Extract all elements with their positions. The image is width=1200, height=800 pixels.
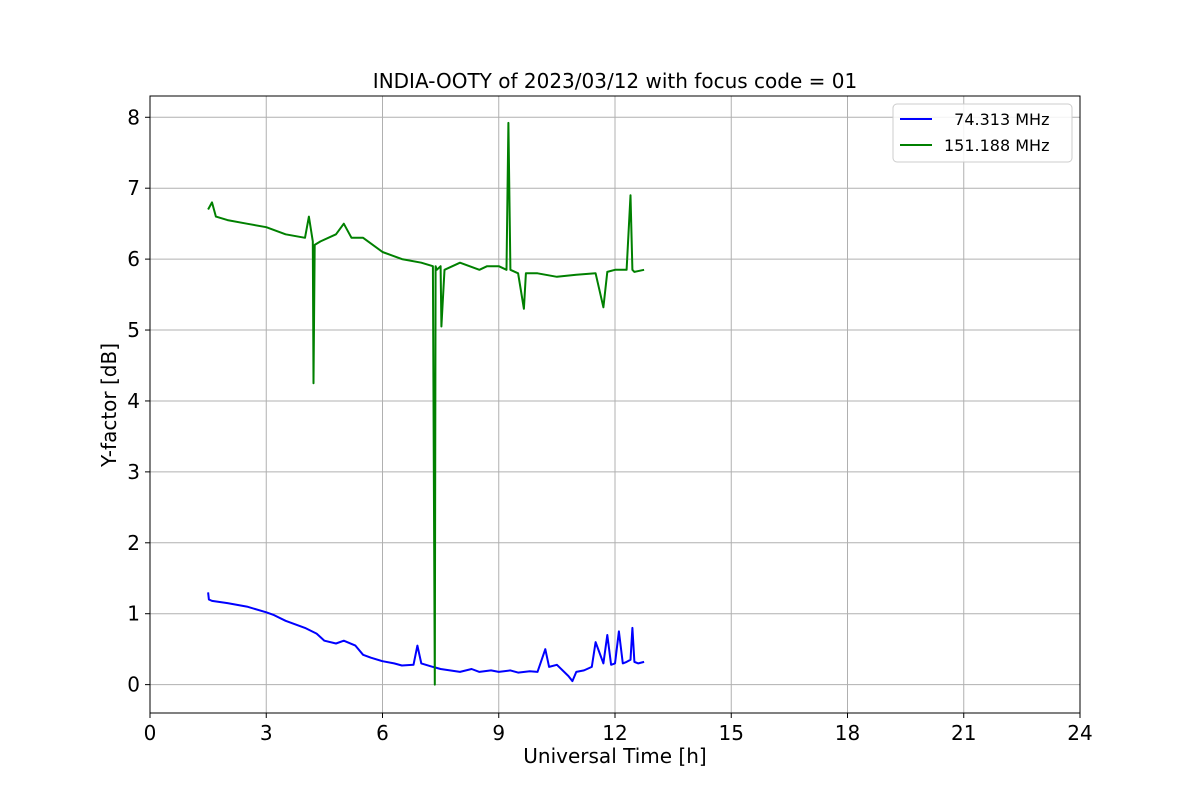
y-tick-label: 7 [127, 176, 140, 200]
x-axis-ticks: 0 3 6 9 12 15 18 21 24 [144, 713, 1093, 745]
x-tick-label: 3 [260, 721, 273, 745]
x-tick-label: 9 [492, 721, 505, 745]
x-tick-label: 0 [144, 721, 157, 745]
legend-label-151mhz: 151.188 MHz [944, 136, 1049, 155]
legend: 74.313 MHz 151.188 MHz [892, 103, 1073, 163]
x-axis-label: Universal Time [h] [523, 744, 706, 768]
series-line-1 [207, 121, 645, 686]
x-tick-label: 6 [376, 721, 389, 745]
x-tick-label: 18 [835, 721, 860, 745]
series-line-0 [207, 592, 645, 683]
y-axis-ticks: 0 1 2 3 4 5 6 7 8 [127, 105, 150, 697]
x-tick-label: 21 [951, 721, 976, 745]
y-tick-label: 2 [127, 531, 140, 555]
grid [149, 96, 1081, 713]
y-tick-label: 6 [127, 247, 140, 271]
series-layer [207, 121, 645, 686]
x-tick-label: 15 [719, 721, 744, 745]
legend-label-74mhz: 74.313 MHz [944, 110, 1049, 129]
legend-box [892, 103, 1073, 163]
y-tick-label: 0 [127, 673, 140, 697]
y-tick-label: 5 [127, 318, 140, 342]
x-tick-label: 12 [602, 721, 627, 745]
y-tick-label: 1 [127, 602, 140, 626]
y-tick-label: 4 [127, 389, 140, 413]
y-tick-label: 8 [127, 105, 140, 129]
y-axis-label: Y-factor [dB] [97, 343, 121, 468]
x-tick-label: 24 [1067, 721, 1092, 745]
y-tick-label: 3 [127, 460, 140, 484]
chart-title: INDIA-OOTY of 2023/03/12 with focus code… [373, 69, 857, 93]
